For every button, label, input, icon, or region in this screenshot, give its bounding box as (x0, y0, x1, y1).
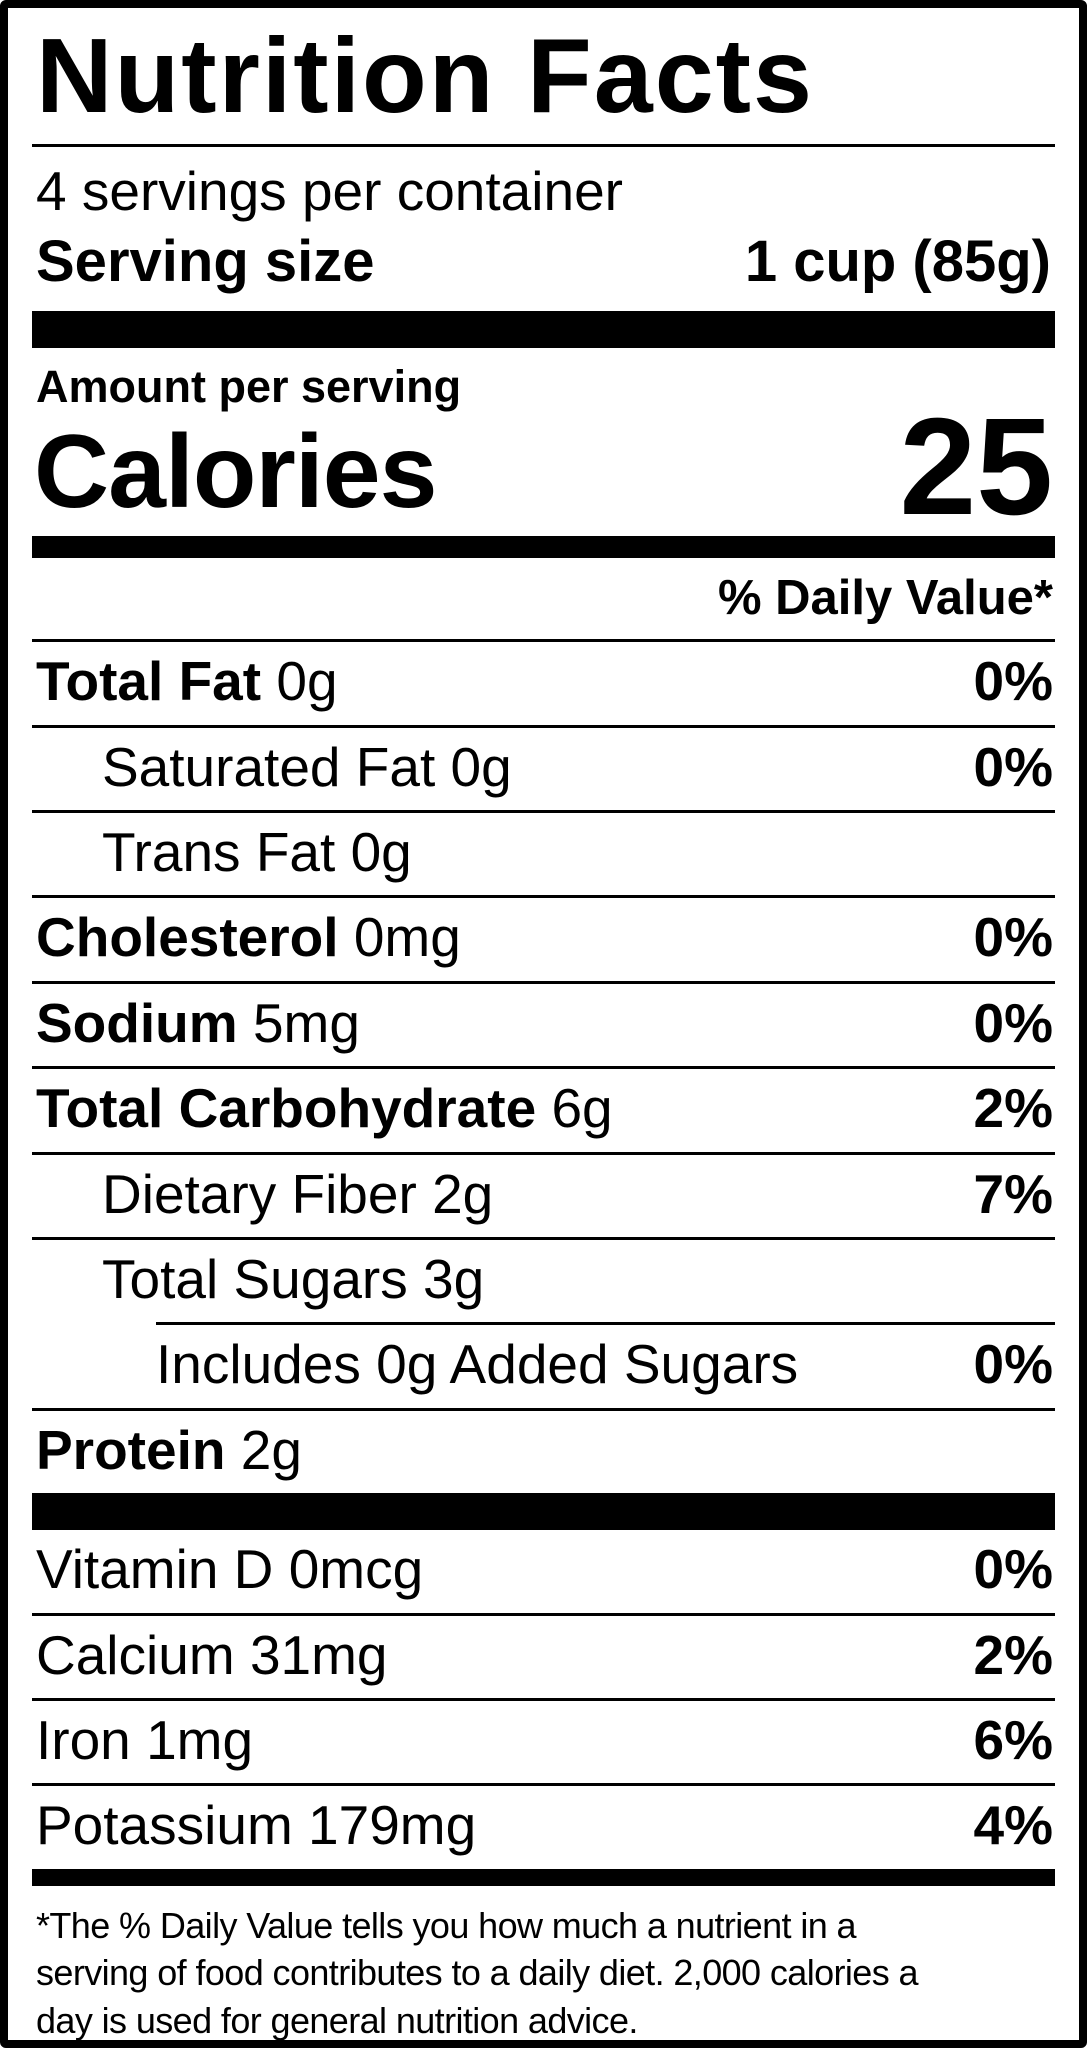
nutrient-name-and-amount: Includes 0g Added Sugars (156, 1333, 799, 1396)
nutrient-name-and-amount: Calcium 31mg (36, 1623, 388, 1686)
daily-value: 0% (973, 735, 1054, 798)
nutrient-row-sodium: Sodium 5mg 0% (32, 980, 1055, 1066)
divider-bar-footnote (32, 1868, 1055, 1886)
nutrient-name-and-amount: Trans Fat 0g (102, 821, 412, 884)
micronutrient-row-iron: Iron 1mg 6% (32, 1697, 1055, 1783)
divider-bar-thick-top (32, 311, 1055, 349)
divider-bar-mid (32, 536, 1055, 559)
servings-per-container: 4 servings per container (36, 160, 623, 223)
nutrient-row-total-carbohydrate: Total Carbohydrate 6g 2% (32, 1066, 1055, 1151)
label-title: Nutrition Facts (32, 18, 1055, 148)
nutrient-row-total-fat: Total Fat 0g 0% (32, 639, 1055, 724)
nutrient-name-and-amount: Dietary Fiber 2g (102, 1162, 494, 1225)
nutrient-name-and-amount: Sodium 5mg (36, 991, 360, 1054)
calories-row: Calories 25 (32, 390, 1055, 545)
daily-value: 0% (973, 906, 1054, 969)
serving-size-label: Serving size (36, 228, 375, 294)
nutrient-row-protein: Protein 2g (32, 1407, 1055, 1493)
nutrient-row-cholesterol: Cholesterol 0mg 0% (32, 895, 1055, 980)
calories-value: 25 (899, 390, 1054, 545)
serving-size-value: 1 cup (85g) (744, 228, 1051, 294)
nutrient-name-and-amount: Protein 2g (36, 1418, 302, 1481)
daily-value: 6% (973, 1708, 1054, 1771)
micronutrient-row-potassium: Potassium 179mg 4% (32, 1783, 1055, 1868)
nutrient-row-saturated-fat: Saturated Fat 0g 0% (32, 724, 1055, 810)
daily-value: 0% (973, 1538, 1054, 1601)
footnote: *The % Daily Value tells you how much a … (32, 1886, 1055, 2041)
footnote-line: *The % Daily Value tells you how much a … (36, 1904, 857, 1946)
nutrient-name-and-amount: Saturated Fat 0g (102, 735, 512, 798)
daily-value: 4% (973, 1794, 1054, 1857)
micronutrient-row-calcium: Calcium 31mg 2% (32, 1612, 1055, 1698)
nutrient-name-and-amount: Total Fat 0g (36, 650, 338, 713)
nutrient-name-and-amount: Potassium 179mg (36, 1794, 477, 1857)
amount-per-serving: Amount per serving (36, 361, 462, 413)
footnote-line: serving of food contributes to a daily d… (36, 1952, 919, 1994)
daily-value: 7% (973, 1162, 1054, 1225)
nutrient-name-and-amount: Iron 1mg (36, 1708, 254, 1771)
nutrient-row-dietary-fiber: Dietary Fiber 2g 7% (32, 1151, 1055, 1237)
divider-bar-thick-bottom (32, 1493, 1055, 1531)
nutrient-row-added-sugars: Includes 0g Added Sugars 0% (156, 1322, 1055, 1407)
serving-size-row: Serving size 1 cup (85g) (32, 222, 1055, 312)
nutrient-row-trans-fat: Trans Fat 0g (32, 810, 1055, 895)
daily-value: 2% (973, 1077, 1054, 1140)
nutrient-name-and-amount: Total Carbohydrate 6g (36, 1077, 613, 1140)
footnote-line: day is used for general nutrition advice… (36, 1999, 638, 2041)
nutrient-name-and-amount: Total Sugars 3g (102, 1248, 485, 1311)
daily-value: 2% (973, 1623, 1054, 1686)
daily-value: 0% (973, 991, 1054, 1054)
nutrient-row-total-sugars: Total Sugars 3g (32, 1237, 1055, 1322)
nutrient-name-and-amount: Vitamin D 0mcg (36, 1538, 424, 1601)
micronutrient-row-vitamin-d: Vitamin D 0mcg 0% (32, 1530, 1055, 1612)
daily-value: 0% (973, 1333, 1054, 1396)
calories-label: Calories (34, 413, 437, 530)
daily-value: 0% (973, 650, 1054, 713)
nutrient-name-and-amount: Cholesterol 0mg (36, 906, 461, 969)
daily-value-header: % Daily Value* (717, 571, 1053, 626)
